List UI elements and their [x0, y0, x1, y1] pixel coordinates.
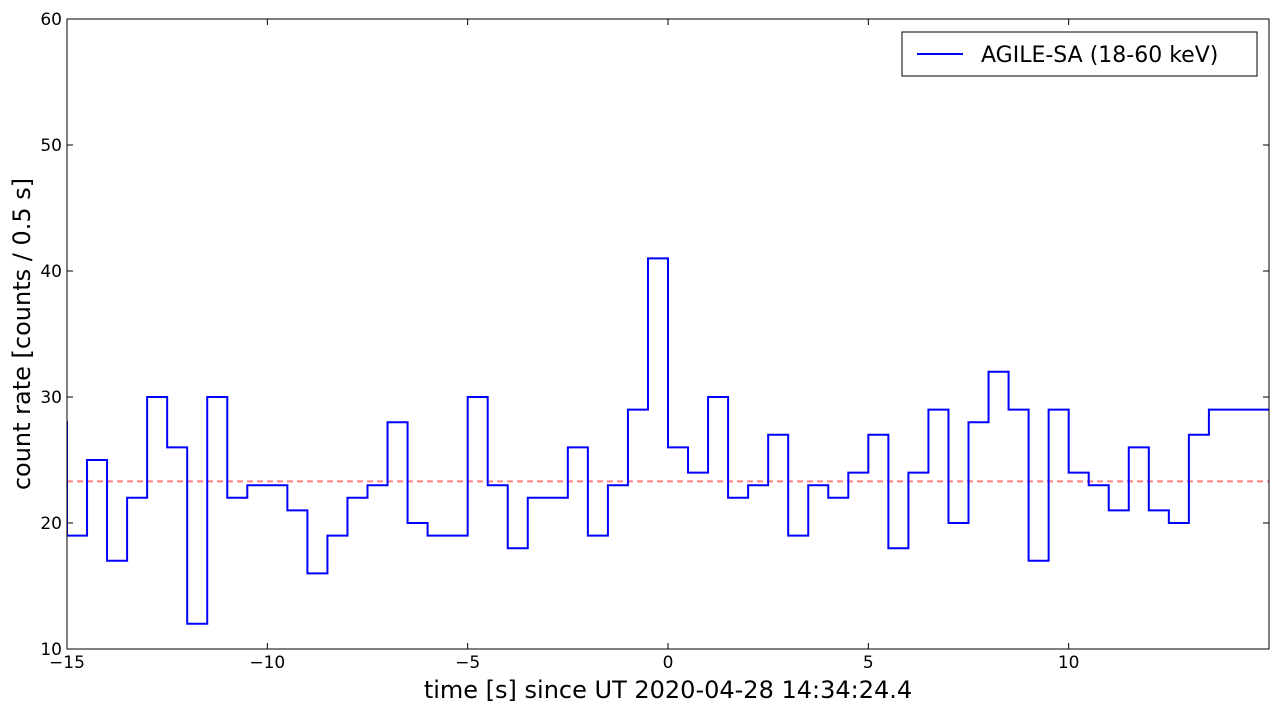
x-tick-label: −15 [49, 653, 85, 673]
y-tick-label: 60 [40, 10, 62, 30]
y-tick-label: 50 [40, 136, 62, 156]
y-tick-label: 10 [40, 640, 62, 660]
x-tick-label: 10 [1058, 653, 1080, 673]
legend-label-agile-sa: AGILE-SA (18-60 keV) [981, 43, 1218, 68]
series-agile-sa-line [67, 257, 1269, 625]
x-tick-label: −10 [249, 653, 285, 673]
legend: AGILE-SA (18-60 keV) [901, 31, 1258, 77]
x-tick-label: 5 [863, 653, 874, 673]
y-axis-label: count rate [counts / 0.5 s] [8, 178, 36, 490]
y-tick-label: 40 [40, 262, 62, 282]
x-tick-label: −5 [455, 653, 480, 673]
y-tick-label: 30 [40, 388, 62, 408]
y-tick-label: 20 [40, 514, 62, 534]
x-axis-label: time [s] since UT 2020-04-28 14:34:24.4 [424, 676, 912, 704]
x-tick-label: 0 [663, 653, 674, 673]
